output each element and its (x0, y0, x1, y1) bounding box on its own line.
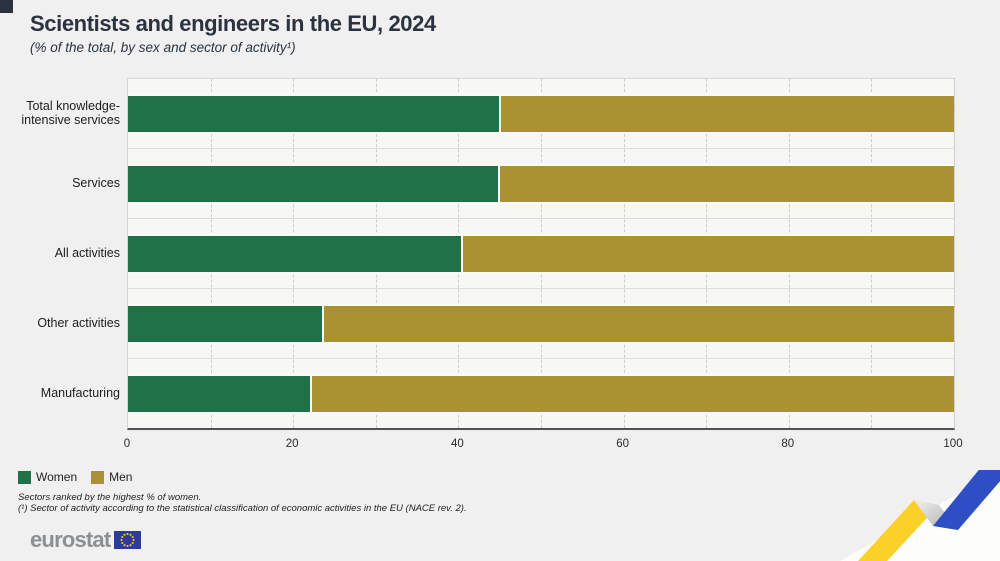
bar-segment-women (128, 96, 501, 132)
bar-segment-women (128, 236, 464, 272)
category-label-3: Other activities (37, 316, 120, 330)
gridline-100 (954, 79, 955, 428)
x-axis-tick-labels: 0 20 40 60 80 100 (123, 438, 963, 452)
bar-row-2 (128, 234, 954, 274)
category-label-1: Services (72, 176, 120, 190)
bar-segment-men (499, 166, 954, 202)
page-title: Scientists and engineers in the EU, 2024 (30, 11, 436, 36)
legend-swatch-men (91, 470, 105, 484)
category-label-0: Total knowledge-intensive services (21, 99, 120, 127)
category-label-2: All activities (54, 246, 120, 260)
bar-row-1 (128, 164, 954, 204)
category-labels: Total knowledge-intensive services Servic… (0, 78, 120, 428)
corner-decoration (0, 0, 13, 13)
footnotes: Sectors ranked by the highest % of women… (18, 492, 467, 514)
legend-item-women: Women (18, 470, 77, 484)
eurostat-logo-text: eurostat (30, 527, 111, 552)
bar-row-0 (128, 94, 954, 134)
row-separator (128, 358, 954, 359)
ribbon-yellow-stripe (858, 500, 939, 561)
x-tick-40: 40 (450, 438, 464, 450)
category-label-4: Manufacturing (40, 386, 120, 400)
eurostat-logo: eurostat (30, 527, 142, 553)
bar-segment-women (128, 166, 500, 202)
x-tick-80: 80 (781, 438, 795, 450)
x-tick-60: 60 (616, 438, 629, 450)
row-separator (128, 218, 954, 219)
legend-item-men: Men (91, 470, 132, 484)
bar-row-4 (128, 374, 954, 414)
ribbon-blue-stripe (933, 470, 1000, 530)
eu-flag-icon (114, 531, 142, 549)
x-tick-0: 0 (123, 438, 131, 450)
bar-segment-men (500, 96, 954, 132)
bar-segment-men (323, 306, 954, 342)
footnote-nace: (¹) Sector of activity according to the … (18, 503, 467, 515)
row-separator (128, 148, 954, 149)
legend: Women Men (18, 470, 132, 484)
row-separator (128, 288, 954, 289)
legend-swatch-women (18, 470, 31, 484)
plot-area (127, 78, 955, 430)
bar-segment-women (128, 376, 313, 412)
x-tick-20: 20 (285, 438, 299, 450)
legend-label: Men (109, 470, 133, 484)
footnote-ranking: Sectors ranked by the highest % of women… (18, 492, 202, 503)
bar-segment-women (128, 306, 324, 342)
bar-row-3 (128, 304, 954, 344)
x-tick-100: 100 (943, 438, 963, 450)
page-subtitle: (% of the total, by sex and sector of ac… (30, 40, 296, 55)
legend-label: Women (36, 470, 78, 484)
bar-segment-men (463, 236, 954, 272)
eurostat-ribbon-decoration (840, 470, 1000, 561)
bar-segment-men (312, 376, 954, 412)
